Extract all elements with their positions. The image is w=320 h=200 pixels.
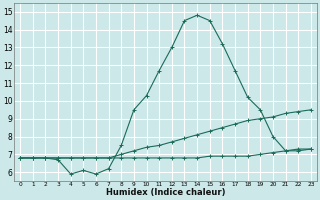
X-axis label: Humidex (Indice chaleur): Humidex (Indice chaleur) [106, 188, 225, 197]
